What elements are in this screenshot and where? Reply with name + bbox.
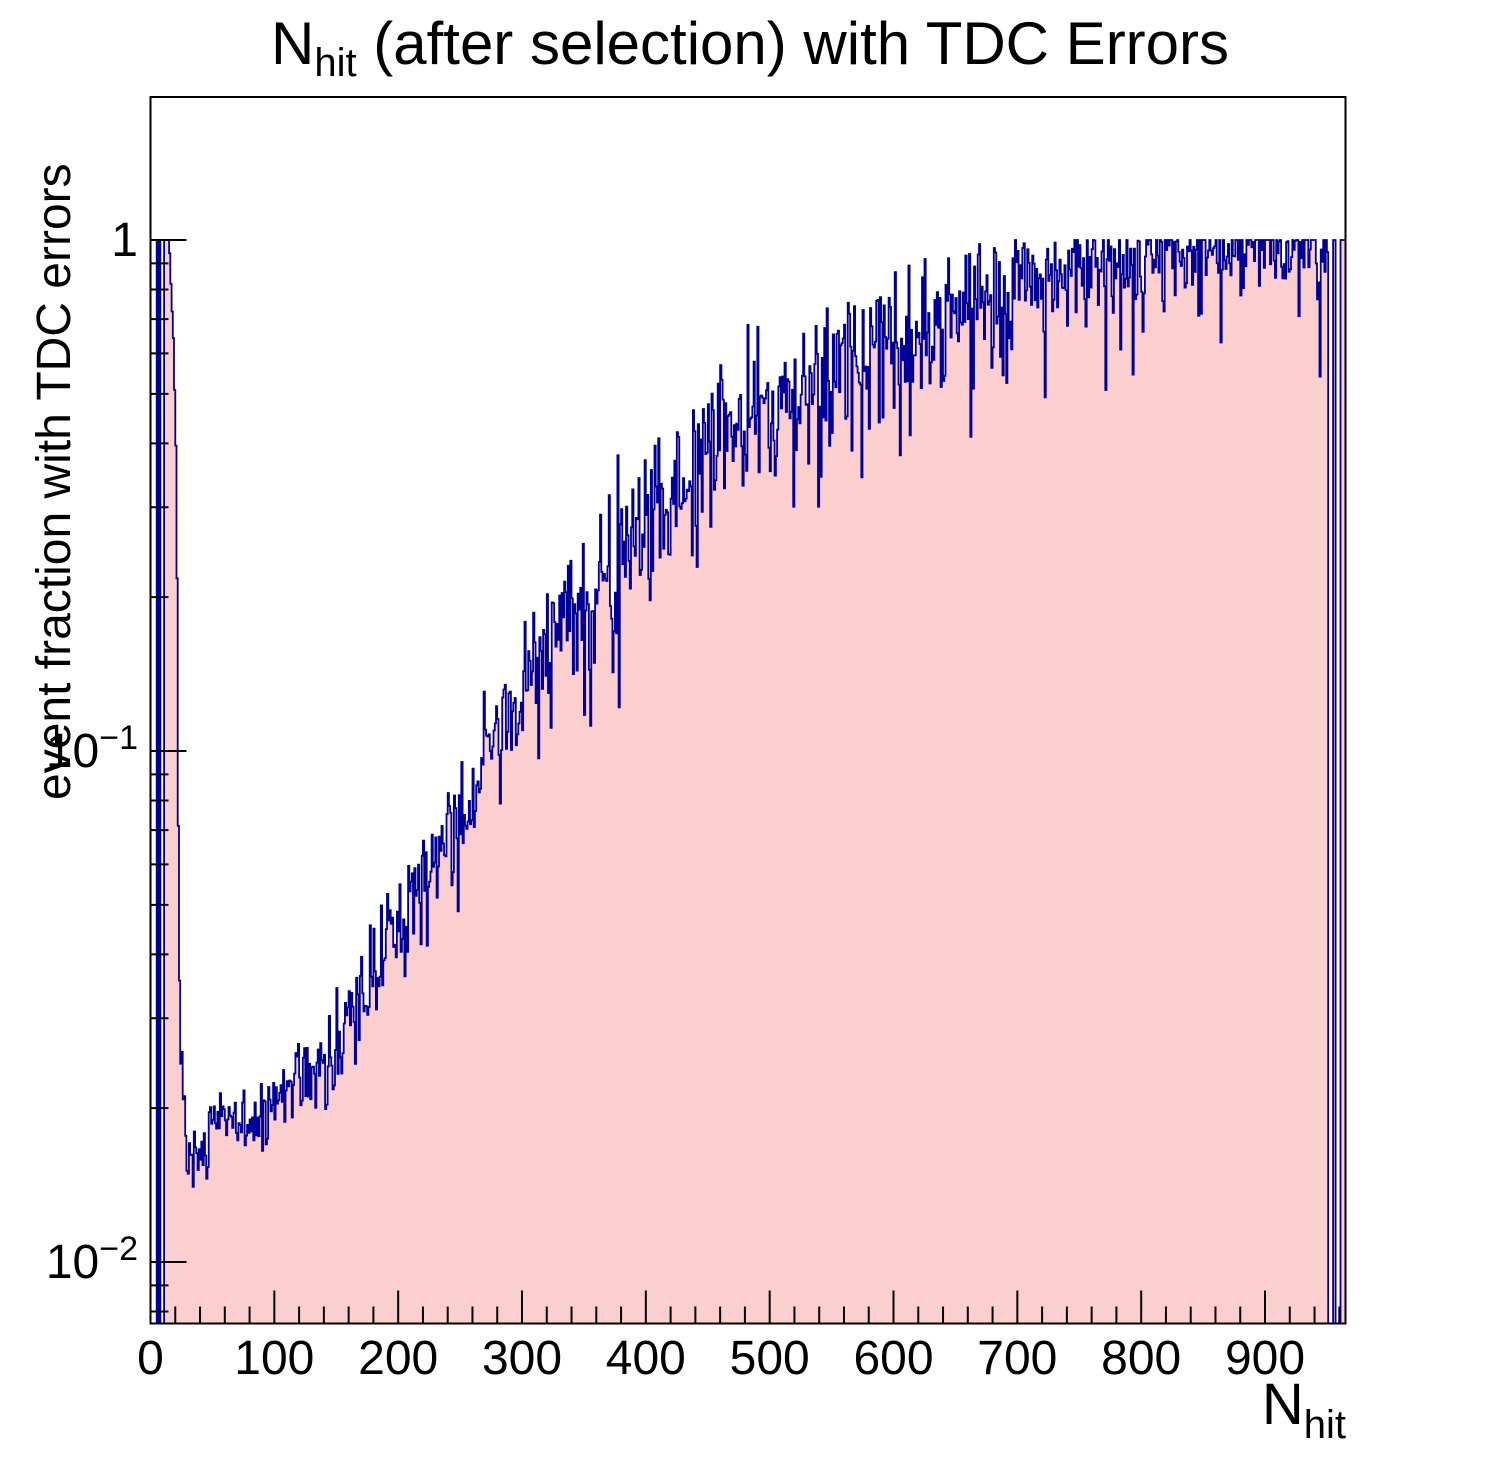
chart-title-subscript: hit [314, 41, 356, 85]
histogram-area [150, 239, 1347, 1325]
x-axis-minor-ticks [174, 1306, 1341, 1324]
x-axis-title-subscript: hit [1304, 1403, 1346, 1447]
x-tick-labels: 0 100 200 300 400 500 600 700 800 900 [137, 1332, 1305, 1385]
x-axis-title-main: N [1262, 1372, 1304, 1437]
x-axis-title: Nhit [1262, 1372, 1346, 1447]
y-tick-label-1e-2: 10−2 [46, 1230, 138, 1289]
x-tick-label-500: 500 [730, 1332, 810, 1385]
x-tick-label-0: 0 [137, 1332, 164, 1385]
chart-title-rest: (after selection) with TDC Errors [357, 10, 1229, 77]
x-tick-label-900: 900 [1225, 1332, 1305, 1385]
y-axis-title: event fraction with TDC errors [28, 163, 81, 800]
x-tick-label-100: 100 [234, 1332, 314, 1385]
y-axis-minor-ticks [150, 262, 169, 1313]
chart-title: Nhit (after selection) with TDC Errors [271, 10, 1229, 85]
y-tick-label-1: 1 [111, 214, 138, 267]
x-tick-label-300: 300 [482, 1332, 562, 1385]
y-axis-major-ticks [150, 239, 187, 1263]
chart-title-main: N [271, 10, 314, 77]
x-tick-label-700: 700 [977, 1332, 1057, 1385]
x-tick-label-800: 800 [1101, 1332, 1181, 1385]
x-tick-label-400: 400 [606, 1332, 686, 1385]
x-tick-label-200: 200 [358, 1332, 438, 1385]
x-tick-label-600: 600 [853, 1332, 933, 1385]
y-tick-label-1e-1: 10−1 [46, 719, 138, 778]
plot-frame [149, 96, 1347, 1325]
